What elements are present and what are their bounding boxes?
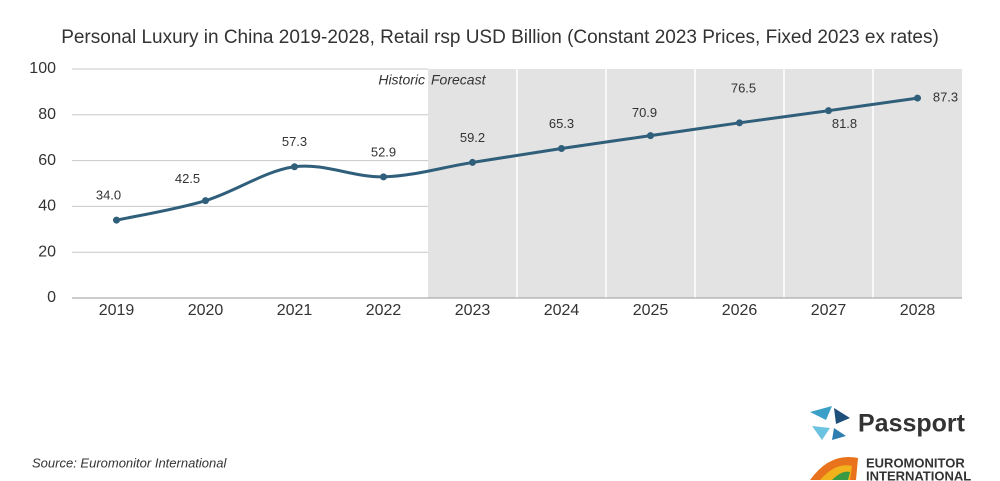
logo-shape <box>812 426 830 440</box>
data-label: 42.5 <box>175 171 200 186</box>
x-tick-label: 2026 <box>722 302 758 319</box>
logo-text: INTERNATIONAL <box>866 468 971 481</box>
point <box>647 132 654 140</box>
logo-shape <box>834 408 850 424</box>
x-tick-label: 2023 <box>455 302 491 319</box>
point <box>736 119 743 127</box>
y-tick-label: 40 <box>38 198 56 215</box>
logo-text: EUROMONITOR <box>866 455 965 470</box>
y-tick-label: 0 <box>47 289 56 306</box>
x-tick-label: 2020 <box>188 302 224 319</box>
y-tick-label: 20 <box>38 243 56 260</box>
point <box>469 158 476 166</box>
x-tick-label: 2024 <box>544 302 580 319</box>
logo-text: Passport <box>858 410 966 438</box>
point <box>291 163 298 171</box>
y-tick-label: 80 <box>38 106 56 123</box>
data-label: 57.3 <box>282 134 307 149</box>
logo-shape <box>832 471 850 480</box>
x-tick-label: 2022 <box>366 302 402 319</box>
point <box>825 107 832 115</box>
chart-title: Personal Luxury in China 2019-2028, Reta… <box>61 27 939 48</box>
data-label: 34.0 <box>96 188 121 203</box>
annotation: Historic <box>378 72 425 88</box>
data-label: 52.9 <box>371 144 396 159</box>
data-label: 87.3 <box>933 90 958 105</box>
annotation: Forecast <box>431 72 487 88</box>
x-tick-label: 2027 <box>811 302 847 319</box>
data-label: 70.9 <box>632 105 657 120</box>
source: Source: Euromonitor International <box>32 455 227 470</box>
passport-logo: Passport <box>810 406 966 440</box>
point <box>380 173 387 181</box>
point <box>202 197 209 205</box>
data-label: 81.8 <box>832 116 857 131</box>
logo-shape <box>810 406 832 420</box>
x-tick-label: 2025 <box>633 302 669 319</box>
data-label: 65.3 <box>549 116 574 131</box>
point <box>558 144 565 152</box>
x-tick-label: 2019 <box>99 302 135 319</box>
x-tick-label: 2021 <box>277 302 313 319</box>
y-tick-label: 60 <box>38 152 56 169</box>
x-tick-label: 2028 <box>900 302 936 319</box>
y-tick-label: 100 <box>29 60 56 77</box>
line <box>116 96 918 222</box>
data-label: 76.5 <box>731 80 756 95</box>
logo-shape <box>832 428 846 440</box>
point <box>113 216 120 224</box>
point <box>914 94 921 102</box>
euromonitor-logo: EUROMONITOR INTERNATIONAL <box>810 455 971 481</box>
data-label: 59.2 <box>460 130 485 145</box>
